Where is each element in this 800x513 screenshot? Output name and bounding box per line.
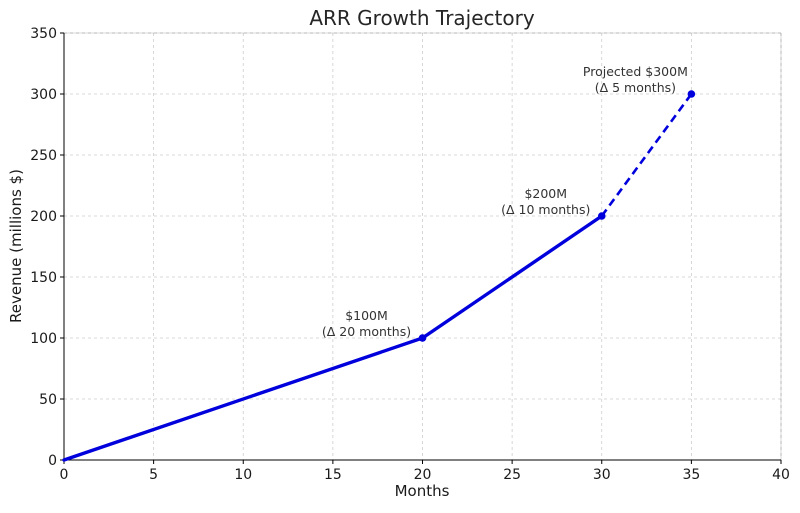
x-tick-label-6: 30 [593,467,611,483]
x-tick-label-7: 35 [682,467,700,483]
series [62,90,696,462]
annotation-1-line-1: (Δ 10 months) [501,202,590,217]
y-tick-label-0: 0 [48,453,57,469]
data-point-2 [687,90,696,98]
annotations: $100M (Δ 20 months) $200M (Δ 10 months) Proj… [322,64,688,339]
x-tick-label-4: 20 [414,467,432,483]
y-tick-label-6: 300 [30,87,57,103]
data-point-0 [418,334,427,342]
x-tick-label-2: 10 [234,467,252,483]
y-tick-label-2: 100 [30,331,57,347]
grid [64,32,782,460]
y-tick-label-3: 150 [30,270,57,286]
annotation-0: $100M (Δ 20 months) [322,308,411,339]
annotation-2: Projected $300M (Δ 5 months) [583,64,688,95]
y-tick-label-1: 50 [39,392,57,408]
x-tick-label-8: 40 [772,467,790,483]
annotation-1: $200M (Δ 10 months) [501,186,590,217]
x-tick-label-1: 5 [149,467,158,483]
y-tick-label-5: 250 [30,148,57,164]
y-tick-label-7: 350 [30,26,57,42]
chart-title: ARR Growth Trajectory [309,6,534,30]
annotation-1-line-0: $200M [524,186,567,201]
annotation-2-line-0: Projected $300M [583,64,688,79]
annotation-2-line-1: (Δ 5 months) [595,80,676,95]
data-point-1 [597,212,606,220]
x-axis-title: Months [395,482,450,500]
x-tick-label-5: 25 [503,467,521,483]
y-tick-label-4: 200 [30,209,57,225]
annotation-0-line-1: (Δ 20 months) [322,324,411,339]
y-axis-title: Revenue (millions $) [7,169,25,323]
x-tick-label-3: 15 [324,467,342,483]
axes: 0 5 10 15 20 25 30 35 40 0 50 100 150 200 250 300 350 [30,26,790,483]
x-tick-label-0: 0 [60,467,69,483]
annotation-0-line-0: $100M [345,308,388,323]
